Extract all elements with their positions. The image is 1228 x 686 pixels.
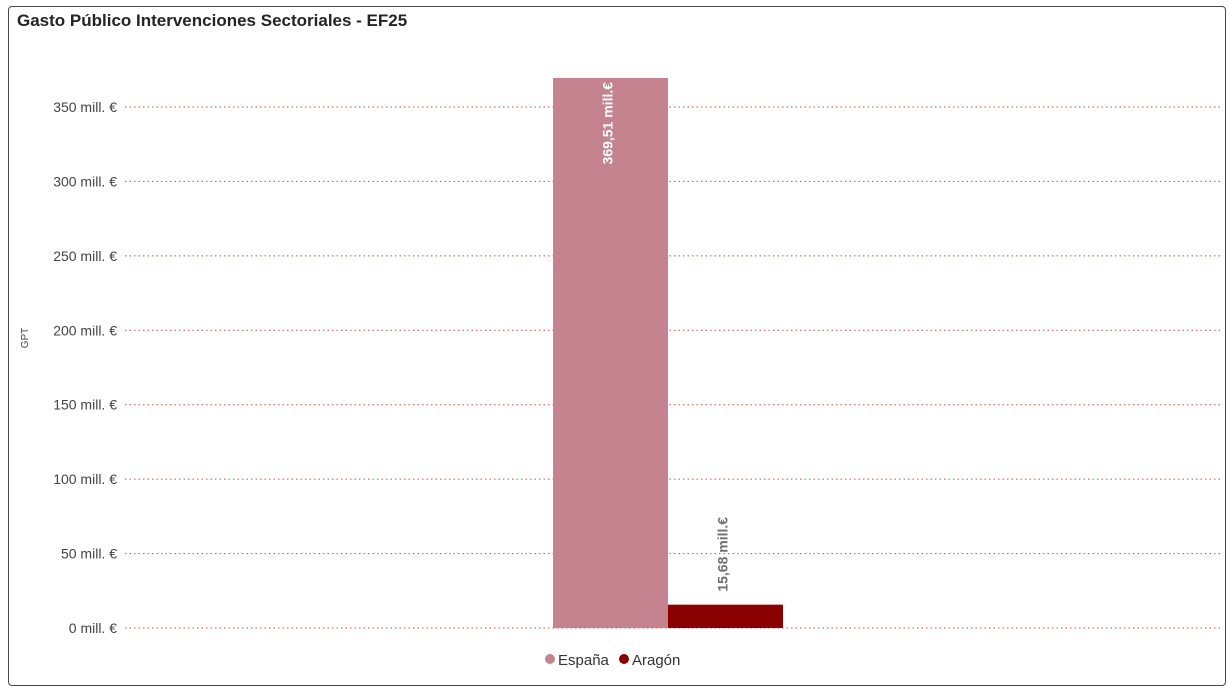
chart-title: Gasto Público Intervenciones Sectoriales…: [17, 11, 408, 30]
legend-label[interactable]: Aragón: [632, 652, 680, 669]
y-axis-title: GPT: [20, 328, 31, 349]
y-tick-label: 150 mill. €: [53, 397, 117, 413]
y-tick-label: 100 mill. €: [53, 471, 117, 487]
y-tick-label: 0 mill. €: [69, 620, 117, 636]
data-label: 369,51 mill.€: [600, 82, 616, 165]
bar-aragon[interactable]: [668, 604, 783, 628]
y-tick-label: 300 mill. €: [53, 173, 117, 189]
data-label: 15,68 mill.€: [715, 517, 731, 592]
y-tick-label: 250 mill. €: [53, 248, 117, 264]
y-tick-label: 350 mill. €: [53, 99, 117, 115]
y-tick-label: 200 mill. €: [53, 322, 117, 338]
legend-label[interactable]: España: [558, 652, 610, 669]
legend-marker: [545, 654, 555, 664]
y-tick-label: 50 mill. €: [61, 546, 117, 562]
legend-marker: [619, 654, 629, 664]
bar-espana[interactable]: [553, 77, 668, 629]
